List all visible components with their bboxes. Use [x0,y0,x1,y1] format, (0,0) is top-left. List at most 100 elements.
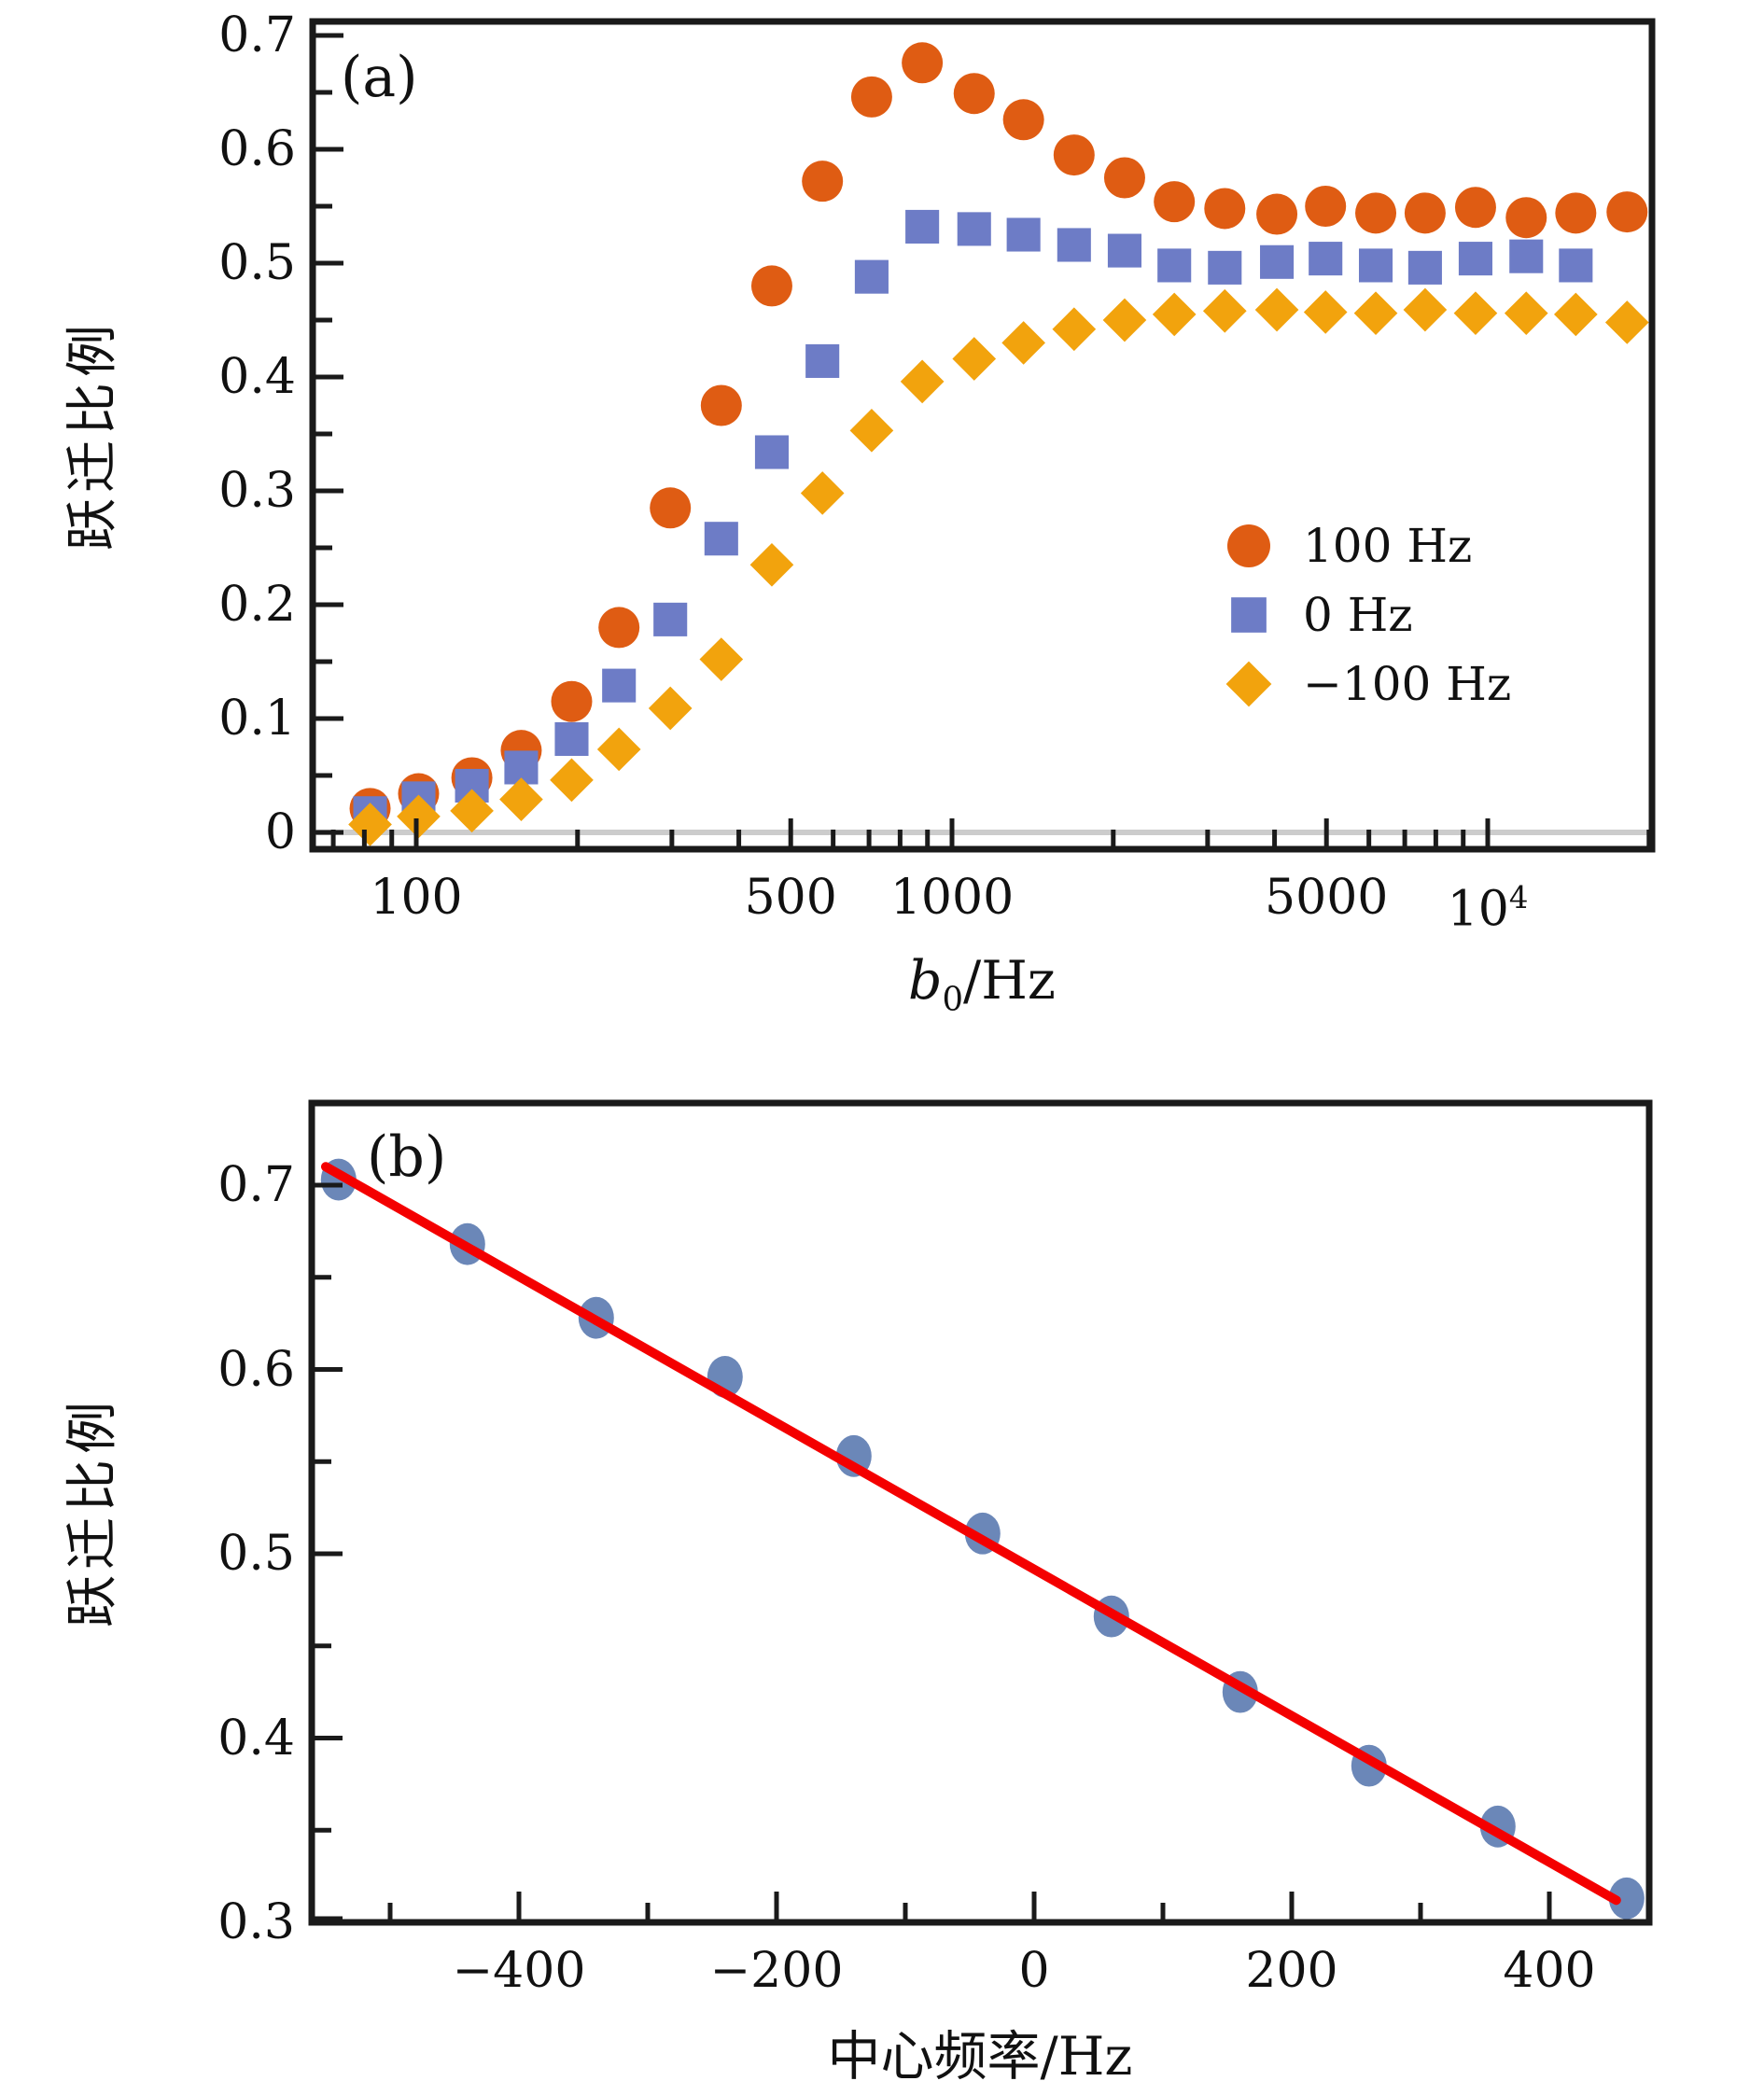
data-point-marker [802,161,844,203]
axes-box [308,1099,1653,1926]
x-tick-label-400: 400 [1437,1939,1661,2003]
y-tick-label-0.7: 0.7 [218,7,296,63]
panel-a-ylabel: 跃迁比例 [63,319,123,551]
data-point-marker [1453,291,1498,336]
data-point-marker [953,73,995,115]
data-point-marker [1006,217,1041,252]
data-point-marker [648,686,693,731]
data-point-marker [602,668,637,703]
data-point-marker [397,794,441,839]
x-tick-label-500: 500 [679,866,903,929]
data-point-marker [905,209,940,244]
data-point-marker [1208,250,1242,285]
data-point-marker [1256,193,1298,235]
panel-b [308,1099,1653,1926]
data-point-marker [1002,99,1044,141]
data-point-marker [1057,228,1091,262]
panel-b-ylabel: 跃迁比例 [63,1396,123,1627]
legend-label-2: 0 Hz [1303,588,1413,642]
data-point-marker [554,721,589,756]
data-point-marker [653,602,688,636]
data-point-marker [596,727,641,772]
y-tick-label-0.4: 0.4 [218,349,296,405]
data-point-marker [952,337,997,381]
data-point-marker [1505,197,1547,239]
data-point-marker [1454,187,1496,229]
data-point-marker [1604,300,1649,344]
data-point-marker [800,471,845,515]
data-point-marker [1606,191,1648,233]
data-point-marker [849,409,894,453]
y-tick-label-0.6: 0.6 [218,121,296,177]
data-point-marker [1355,192,1397,234]
data-point-marker [700,384,742,426]
y-tick-label-0.4: 0.4 [217,1710,295,1767]
data-point-marker [699,637,744,681]
y-tick-label-0.1: 0.1 [218,691,296,747]
panel-a [309,18,1656,853]
y-tick-label-0.3: 0.3 [218,463,296,519]
data-point-marker [348,803,392,846]
panel-b-tag: (b) [367,1124,447,1190]
series-0-hz [353,209,1593,831]
data-point-marker [1102,298,1147,342]
x-tick-label-5000: 5000 [1214,866,1438,929]
y-tick-label-0.2: 0.2 [218,577,296,633]
legend-label-3: −100 Hz [1303,657,1512,711]
data-point-marker [1555,192,1597,234]
data-point-marker [550,758,594,803]
y-tick-label-0.7: 0.7 [217,1157,295,1213]
data-point-marker [1157,248,1192,283]
x-tick-label-text: 0 [1018,1943,1050,1999]
data-point-marker [1305,186,1347,227]
data-point-marker [598,607,640,649]
x-tick-label-1000: 1000 [840,866,1064,929]
x-tick-label-0: 0 [922,1939,1146,2003]
x-tick-label-−400: −400 [407,1939,631,2003]
tick-marks [315,1182,1552,1921]
axes-box [309,18,1656,853]
x-tick-label-text: −400 [452,1943,586,1999]
data-point-marker [1053,134,1095,176]
data-point-marker [805,343,840,378]
data-point-marker [754,435,790,469]
data-point-marker [1309,242,1343,276]
linear-fit-line [321,1162,1621,1906]
x-tick-label-exponent: 4 [1508,880,1529,915]
data-point-marker [1608,1877,1645,1920]
y-tick-label-0.5: 0.5 [218,235,296,291]
x-tick-label-100: 100 [304,866,528,929]
data-point-marker [749,542,794,587]
x-tick-label-text: 100 [370,870,463,926]
panel-a-xlabel-var: b [908,950,943,1012]
data-point-marker [1107,233,1141,268]
data-point-marker [1458,242,1492,276]
x-tick-label-text: 5000 [1265,870,1389,926]
series-100-hz [349,42,1648,830]
data-point-marker [650,487,692,529]
data-point-marker [1353,291,1398,336]
data-point-marker [1404,192,1446,234]
data-point-marker [499,777,543,821]
panel-b-xlabel: 中心频率/Hz [747,2014,1213,2090]
data-point-marker [704,522,738,556]
x-tick-label-text: −200 [709,1943,844,1999]
panel-b-xlabel-text: 中心频率/Hz [827,2026,1133,2088]
data-point-marker [900,359,945,404]
x-tick-label-10: 104 [1376,866,1600,937]
data-point-marker [1504,291,1548,336]
x-tick-label-200: 200 [1180,1939,1404,2003]
data-point-marker [551,680,593,722]
legend-label-1: 100 Hz [1303,519,1473,573]
data-point-marker [1559,248,1593,283]
data-point-marker [1204,188,1246,230]
panel-a-xlabel-sub: 0 [942,980,964,1019]
data-point-marker [1403,287,1448,332]
data-point-marker [750,265,792,307]
x-tick-label-text: 500 [744,870,837,926]
y-tick-label-0: 0 [264,804,296,860]
panel-a-tag: (a) [341,45,418,110]
legend-markers [1225,524,1272,707]
